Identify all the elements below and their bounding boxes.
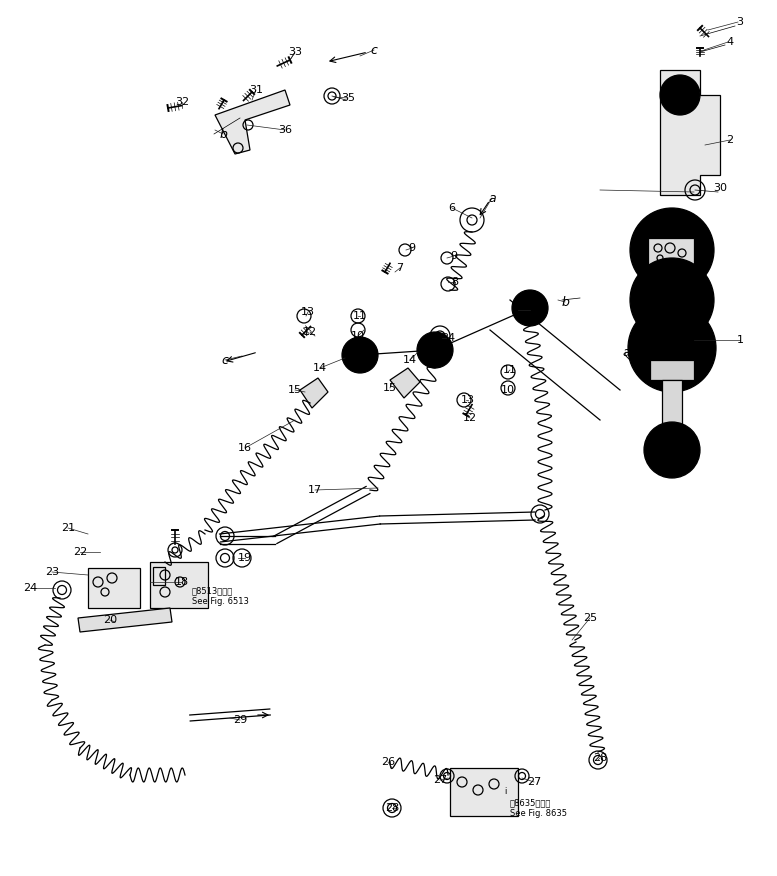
Text: 第8635图参照
See Fig. 8635: 第8635图参照 See Fig. 8635	[510, 798, 567, 817]
Text: 1: 1	[737, 335, 744, 345]
Polygon shape	[660, 70, 720, 195]
Text: 33: 33	[288, 47, 302, 57]
Text: 16: 16	[238, 443, 252, 453]
Text: 36: 36	[278, 125, 292, 135]
Text: c: c	[371, 44, 378, 56]
Text: i: i	[503, 788, 506, 796]
Text: a: a	[488, 192, 496, 204]
Text: 4: 4	[726, 37, 733, 47]
Bar	[153, 567, 165, 585]
Text: 14: 14	[313, 363, 327, 373]
Text: 11: 11	[503, 365, 517, 375]
Circle shape	[351, 346, 369, 364]
Circle shape	[644, 422, 700, 478]
Circle shape	[630, 208, 714, 292]
Circle shape	[628, 304, 716, 392]
Text: 32: 32	[175, 97, 189, 107]
Polygon shape	[300, 378, 328, 408]
Text: 30: 30	[713, 183, 727, 193]
Text: 9: 9	[451, 251, 458, 261]
Text: b: b	[219, 128, 227, 140]
Text: 24: 24	[23, 583, 37, 593]
Text: 14: 14	[403, 355, 417, 365]
Text: 15: 15	[288, 385, 302, 395]
Bar	[88, 568, 140, 608]
Text: 3: 3	[737, 17, 744, 27]
Circle shape	[660, 75, 700, 115]
Text: 9: 9	[409, 243, 416, 253]
Text: 26: 26	[381, 757, 395, 767]
Circle shape	[426, 341, 444, 359]
Circle shape	[652, 430, 692, 470]
Text: 15: 15	[383, 383, 397, 393]
Text: 12: 12	[303, 327, 317, 337]
Text: 12: 12	[463, 413, 477, 423]
Text: 6: 6	[448, 203, 455, 213]
Text: 8: 8	[451, 277, 458, 287]
Circle shape	[342, 337, 378, 373]
Text: 35: 35	[341, 93, 355, 103]
Text: 5: 5	[527, 305, 534, 315]
Polygon shape	[78, 608, 172, 632]
Text: 18: 18	[175, 577, 189, 587]
Text: 19: 19	[238, 553, 252, 563]
Text: 34: 34	[441, 333, 455, 343]
Text: 22: 22	[73, 547, 87, 557]
Polygon shape	[390, 368, 420, 398]
Circle shape	[630, 258, 714, 342]
Bar	[662, 380, 682, 440]
Text: 20: 20	[103, 615, 117, 625]
Text: 25: 25	[583, 613, 597, 623]
Text: 21: 21	[61, 523, 75, 533]
Text: 13: 13	[461, 395, 475, 405]
Text: 29: 29	[233, 715, 247, 725]
Text: 11: 11	[353, 311, 367, 321]
Bar	[150, 562, 208, 608]
Text: 7: 7	[396, 263, 403, 273]
Circle shape	[521, 299, 539, 317]
Text: 17: 17	[308, 485, 322, 495]
Text: 2: 2	[726, 135, 733, 145]
Circle shape	[417, 332, 453, 368]
Polygon shape	[215, 90, 290, 154]
Text: 23: 23	[45, 567, 59, 577]
Text: 28: 28	[593, 753, 607, 763]
Text: a: a	[622, 345, 630, 358]
Text: 31: 31	[249, 85, 263, 95]
Text: 28: 28	[385, 803, 399, 813]
Text: c: c	[221, 354, 228, 366]
Bar	[648, 238, 694, 270]
Text: 第8513图参照
See Fig. 6513: 第8513图参照 See Fig. 6513	[192, 586, 249, 605]
Bar	[650, 360, 694, 380]
Text: 13: 13	[301, 307, 315, 317]
Bar	[450, 768, 518, 816]
Circle shape	[637, 215, 707, 285]
Text: 27: 27	[433, 775, 447, 785]
Circle shape	[512, 290, 548, 326]
Text: 10: 10	[501, 385, 515, 395]
Text: 27: 27	[527, 777, 541, 787]
Text: 10: 10	[351, 331, 365, 341]
Text: b: b	[561, 295, 569, 308]
